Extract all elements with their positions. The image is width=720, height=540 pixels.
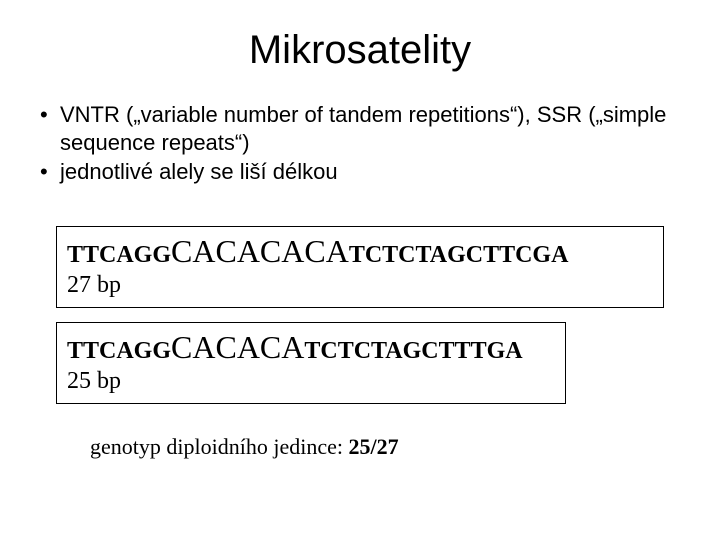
bullet-item: VNTR („variable number of tandem repetit…	[38, 101, 690, 156]
sequence-line: TTCAGGCACACACATCTCTAGCTTCGA	[67, 233, 653, 270]
sequence-flank-left: TTCAGG	[67, 338, 171, 364]
sequence-length: 27 bp	[67, 272, 653, 299]
sequence-length: 25 bp	[67, 368, 555, 395]
bullet-list: VNTR („variable number of tandem repetit…	[38, 101, 690, 186]
sequence-line: TTCAGGCACACATCTCTAGCTTTGA	[67, 329, 555, 366]
sequence-repeat: CACACACA	[171, 233, 349, 269]
slide-title: Mikrosatelity	[30, 28, 690, 73]
sequence-repeat: CACACA	[171, 329, 304, 365]
sequence-flank-left: TTCAGG	[67, 242, 171, 268]
sequence-box: TTCAGGCACACATCTCTAGCTTTGA 25 bp	[56, 322, 566, 404]
genotype-line: genotyp diploidního jedince: 25/27	[90, 434, 690, 460]
sequence-flank-right: TCTCTAGCTTCGA	[349, 242, 569, 268]
sequence-flank-right: TCTCTAGCTTTGA	[304, 338, 522, 364]
bullet-item: jednotlivé alely se liší délkou	[38, 158, 690, 186]
slide: Mikrosatelity VNTR („variable number of …	[0, 0, 720, 540]
genotype-prefix: genotyp diploidního jedince:	[90, 434, 348, 459]
genotype-value: 25/27	[348, 434, 398, 459]
sequence-box: TTCAGGCACACACATCTCTAGCTTCGA 27 bp	[56, 226, 664, 308]
